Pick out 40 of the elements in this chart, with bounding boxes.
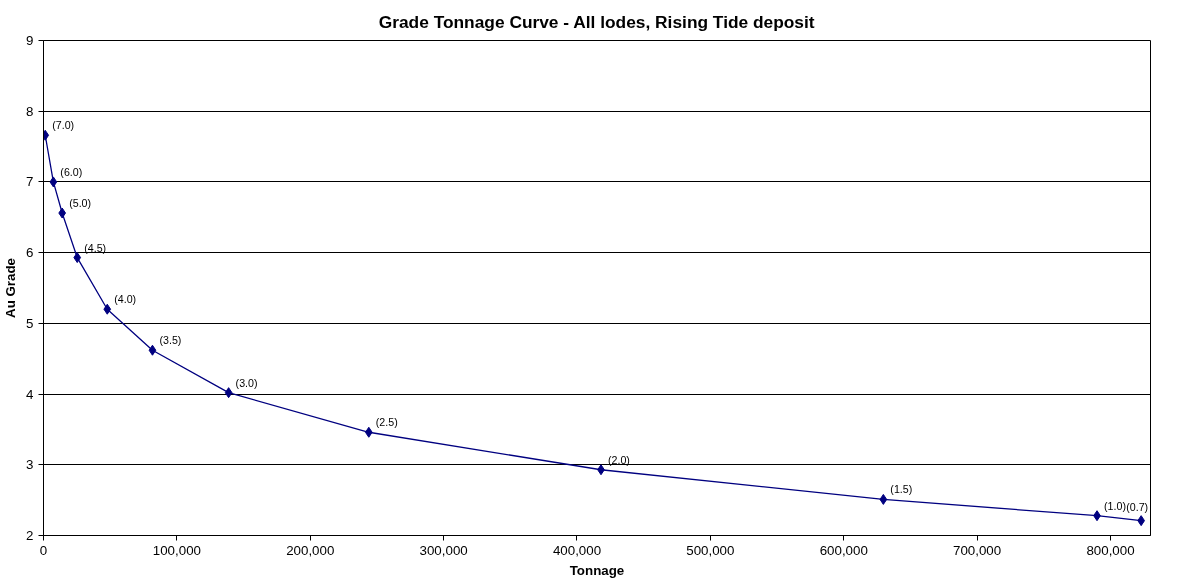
y-axis-title: Au Grade	[3, 257, 19, 318]
point	[224, 387, 233, 399]
x-tick-label: 200,000	[286, 542, 335, 558]
x-tick-label: 700,000	[953, 542, 1002, 558]
point	[103, 303, 112, 315]
x-tick-label: 500,000	[686, 542, 735, 558]
point	[49, 176, 58, 188]
point	[148, 344, 157, 356]
y-tick-label: 8	[26, 103, 34, 119]
point	[58, 207, 67, 219]
y-tick-label: 4	[26, 386, 35, 402]
x-tick-label: 300,000	[419, 542, 468, 558]
y-tick-label: 2	[26, 528, 34, 543]
chart-title: Grade Tonnage Curve - All lodes, Rising Tide deposit	[378, 11, 815, 32]
annotation: (2.5)	[375, 416, 398, 429]
annotation: (7.0)	[52, 119, 75, 132]
x-tick-label: 800,000	[1086, 542, 1135, 558]
annotation: (4.0)	[114, 293, 137, 306]
y-tick-label: 9	[26, 33, 34, 48]
annotation: (3.5)	[159, 334, 182, 347]
y-tick-label: 3	[26, 457, 34, 473]
annotation: (6.0)	[60, 165, 83, 178]
annotation: (4.5)	[84, 241, 107, 254]
annotation: (2.0)	[608, 453, 630, 466]
x-tick-label: 600,000	[819, 542, 868, 558]
point	[364, 426, 373, 438]
annotation: (0.7)	[1126, 500, 1149, 513]
y-tick-label: 5	[26, 315, 34, 331]
x-tick-label: 100,000	[152, 542, 201, 558]
point	[879, 493, 888, 505]
x-axis-title: Tonnage	[569, 562, 625, 578]
x-tick-label: 0	[39, 542, 48, 558]
annotation: (3.0)	[235, 376, 258, 389]
annotation: (1.0)	[1104, 499, 1126, 512]
annotation: (5.0)	[69, 197, 92, 210]
x-tick-label: 400,000	[552, 542, 602, 558]
annotation: (1.5)	[890, 483, 913, 496]
y-tick-label: 6	[26, 245, 34, 261]
y-tick-label: 7	[26, 174, 34, 190]
point	[73, 252, 82, 264]
